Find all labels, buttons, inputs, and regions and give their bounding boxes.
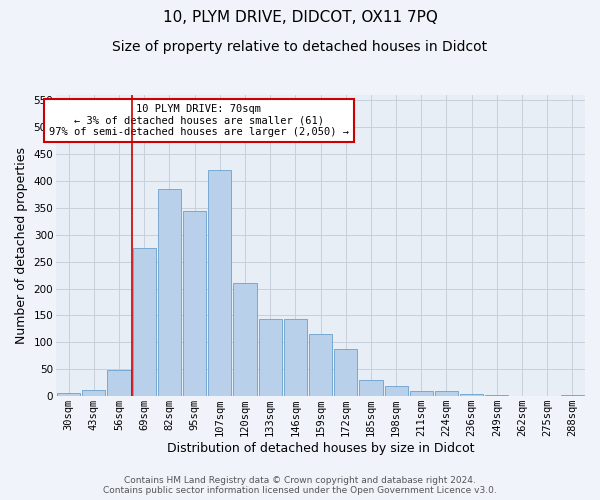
Bar (385, 386, 407, 396)
Bar (485, 395, 508, 396)
Bar (259, 320, 282, 396)
Bar (107, 370, 131, 396)
Bar (233, 283, 257, 396)
Bar (359, 380, 383, 396)
Text: Contains HM Land Registry data © Crown copyright and database right 2024.
Contai: Contains HM Land Registry data © Crown c… (103, 476, 497, 495)
Bar (435, 391, 458, 396)
Text: 10, PLYM DRIVE, DIDCOT, OX11 7PQ: 10, PLYM DRIVE, DIDCOT, OX11 7PQ (163, 10, 437, 25)
Bar (158, 189, 181, 396)
Bar (460, 394, 483, 396)
Bar (82, 390, 106, 396)
Bar (334, 349, 358, 396)
Bar (309, 334, 332, 396)
Bar (183, 210, 206, 396)
Text: 10 PLYM DRIVE: 70sqm
← 3% of detached houses are smaller (61)
97% of semi-detach: 10 PLYM DRIVE: 70sqm ← 3% of detached ho… (49, 104, 349, 137)
Bar (284, 320, 307, 396)
Bar (561, 395, 584, 396)
Bar (57, 394, 80, 396)
Bar (208, 170, 232, 396)
Bar (410, 391, 433, 396)
X-axis label: Distribution of detached houses by size in Didcot: Distribution of detached houses by size … (167, 442, 474, 455)
Y-axis label: Number of detached properties: Number of detached properties (15, 147, 28, 344)
Text: Size of property relative to detached houses in Didcot: Size of property relative to detached ho… (112, 40, 488, 54)
Bar (133, 248, 156, 396)
